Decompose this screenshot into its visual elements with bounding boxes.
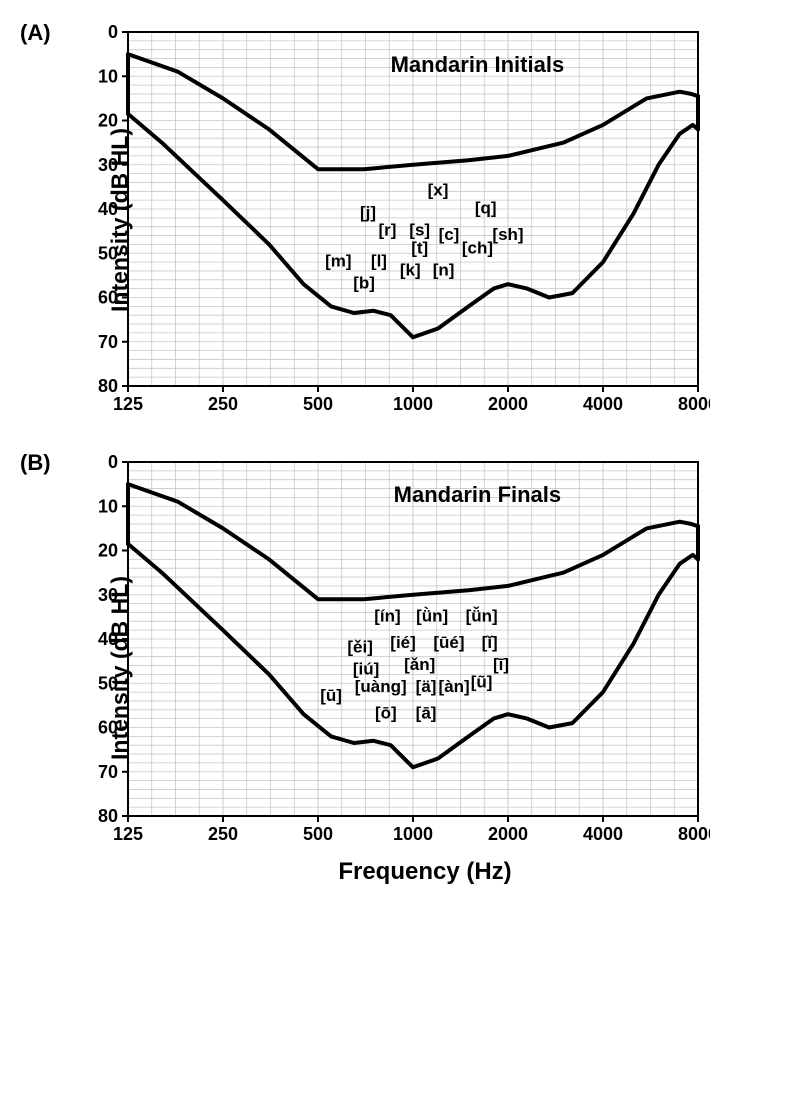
phoneme-label: [sh] <box>492 225 523 244</box>
svg-text:70: 70 <box>98 762 118 782</box>
svg-text:Mandarin Finals: Mandarin Finals <box>394 482 561 507</box>
svg-text:10: 10 <box>98 496 118 516</box>
phoneme-label: [r] <box>378 221 396 240</box>
svg-text:8000: 8000 <box>678 824 710 844</box>
panel-b: (B) Intensity (dB HL) 010203040506070801… <box>20 450 780 886</box>
svg-text:1000: 1000 <box>393 394 433 414</box>
phoneme-label: [ié] <box>390 633 416 652</box>
y-axis-label: Intensity (dB HL) <box>107 128 134 312</box>
svg-text:80: 80 <box>98 376 118 396</box>
phoneme-label: [àn] <box>439 677 470 696</box>
phoneme-label: [uàng] <box>355 677 407 696</box>
phoneme-label: [j] <box>360 203 376 222</box>
y-axis-label: Intensity (dB HL) <box>107 576 134 760</box>
phoneme-label: [ä] <box>416 677 437 696</box>
phoneme-label: [ā] <box>416 704 437 723</box>
phoneme-label: [iú] <box>353 659 379 678</box>
svg-text:20: 20 <box>98 541 118 561</box>
phoneme-label: [k] <box>400 260 421 279</box>
phoneme-label: [ǐ] <box>482 633 498 652</box>
phoneme-label: [ěi] <box>347 637 373 656</box>
x-axis-label: Frequency (Hz) <box>70 858 780 886</box>
svg-text:70: 70 <box>98 332 118 352</box>
svg-text:10: 10 <box>98 66 118 86</box>
svg-text:4000: 4000 <box>583 394 623 414</box>
phoneme-label: [x] <box>428 181 449 200</box>
figure: (A) Intensity (dB HL) 010203040506070801… <box>20 20 780 886</box>
svg-text:1000: 1000 <box>393 824 433 844</box>
svg-text:125: 125 <box>113 394 143 414</box>
phoneme-label: [ǚn] <box>466 606 498 625</box>
svg-text:250: 250 <box>208 394 238 414</box>
svg-text:8000: 8000 <box>678 394 710 414</box>
svg-text:500: 500 <box>303 824 333 844</box>
chart-a-wrapper: Intensity (dB HL) 0102030405060708012525… <box>70 20 780 420</box>
phoneme-label: [c] <box>439 225 460 244</box>
svg-text:250: 250 <box>208 824 238 844</box>
phoneme-label: [q] <box>475 198 497 217</box>
phoneme-label: [n] <box>433 260 455 279</box>
svg-text:Mandarin Initials: Mandarin Initials <box>391 52 565 77</box>
chart-b-wrapper: Intensity (dB HL) 0102030405060708012525… <box>70 450 780 886</box>
phoneme-label: [l] <box>371 252 387 271</box>
svg-text:125: 125 <box>113 824 143 844</box>
phoneme-label: [ūé] <box>433 633 464 652</box>
phoneme-label: [ch] <box>462 238 493 257</box>
panel-a: (A) Intensity (dB HL) 010203040506070801… <box>20 20 780 420</box>
svg-text:0: 0 <box>108 452 118 472</box>
panel-letter: (A) <box>20 20 51 46</box>
svg-text:80: 80 <box>98 806 118 826</box>
panel-letter: (B) <box>20 450 51 476</box>
phoneme-label: [ū] <box>320 686 342 705</box>
svg-text:500: 500 <box>303 394 333 414</box>
phoneme-label: [m] <box>325 252 351 271</box>
phoneme-label: [ō] <box>375 704 397 723</box>
phoneme-label: [ũ] <box>471 673 493 692</box>
phoneme-label: [b] <box>353 274 375 293</box>
phoneme-label: [s] <box>409 221 430 240</box>
svg-text:0: 0 <box>108 22 118 42</box>
chart-b-svg: 0102030405060708012525050010002000400080… <box>70 450 710 850</box>
phoneme-label: [t] <box>411 238 428 257</box>
phoneme-label: [ǎn] <box>404 655 435 674</box>
phoneme-label: [ī] <box>493 655 509 674</box>
phoneme-label: [ín] <box>374 606 400 625</box>
svg-text:2000: 2000 <box>488 824 528 844</box>
phoneme-label: [ǜn] <box>416 606 448 625</box>
svg-text:2000: 2000 <box>488 394 528 414</box>
svg-text:4000: 4000 <box>583 824 623 844</box>
chart-a-svg: 0102030405060708012525050010002000400080… <box>70 20 710 420</box>
